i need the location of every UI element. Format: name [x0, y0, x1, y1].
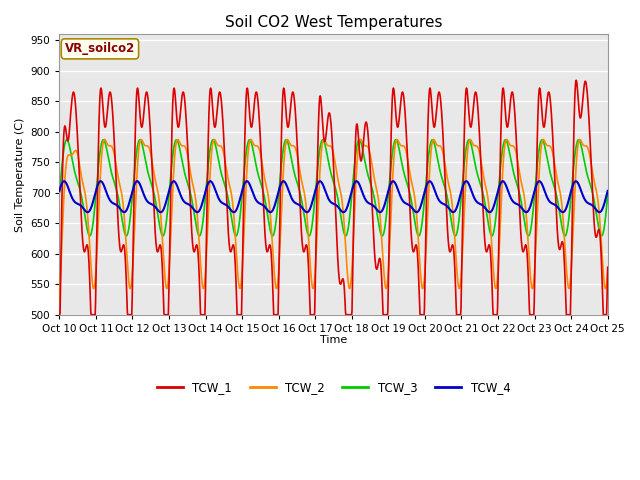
- TCW_4: [56, 188, 63, 194]
- Y-axis label: Soil Temperature (C): Soil Temperature (C): [15, 117, 25, 231]
- TCW_1: [120, 243, 128, 249]
- TCW_3: [604, 192, 612, 198]
- TCW_1: [309, 312, 317, 318]
- TCW_3: [56, 192, 63, 198]
- TCW_4: [98, 179, 106, 185]
- TCW_4: [120, 209, 128, 215]
- TCW_1: [572, 77, 580, 83]
- TCW_1: [288, 92, 296, 97]
- TCW_2: [300, 185, 307, 191]
- TCW_3: [310, 206, 318, 212]
- TCW_1: [300, 248, 307, 254]
- TCW_2: [98, 151, 106, 157]
- Line: TCW_2: TCW_2: [60, 140, 608, 301]
- TCW_3: [120, 228, 128, 234]
- Line: TCW_3: TCW_3: [60, 140, 608, 236]
- TCW_1: [367, 188, 375, 193]
- TCW_4: [289, 197, 296, 203]
- TCW_3: [300, 212, 308, 218]
- Legend: TCW_1, TCW_2, TCW_3, TCW_4: TCW_1, TCW_2, TCW_3, TCW_4: [152, 377, 515, 399]
- Text: VR_soilco2: VR_soilco2: [65, 42, 135, 55]
- TCW_2: [288, 143, 296, 149]
- TCW_2: [604, 268, 612, 274]
- Line: TCW_4: TCW_4: [60, 181, 608, 212]
- TCW_2: [309, 286, 317, 291]
- TCW_2: [393, 137, 401, 143]
- X-axis label: Time: Time: [320, 335, 347, 345]
- TCW_1: [56, 312, 63, 318]
- TCW_1: [604, 264, 612, 270]
- TCW_3: [196, 233, 204, 239]
- TCW_2: [120, 212, 128, 217]
- TCW_1: [98, 89, 106, 95]
- TCW_3: [368, 186, 376, 192]
- TCW_3: [282, 137, 290, 143]
- TCW_2: [56, 299, 63, 304]
- TCW_4: [310, 194, 317, 200]
- TCW_3: [289, 163, 296, 169]
- Title: Soil CO2 West Temperatures: Soil CO2 West Temperatures: [225, 15, 442, 30]
- TCW_4: [368, 202, 376, 207]
- TCW_4: [572, 178, 580, 184]
- TCW_2: [367, 158, 375, 164]
- Line: TCW_1: TCW_1: [60, 80, 608, 315]
- TCW_4: [300, 207, 308, 213]
- TCW_3: [98, 140, 106, 145]
- TCW_4: [604, 188, 612, 194]
- TCW_4: [230, 209, 237, 215]
